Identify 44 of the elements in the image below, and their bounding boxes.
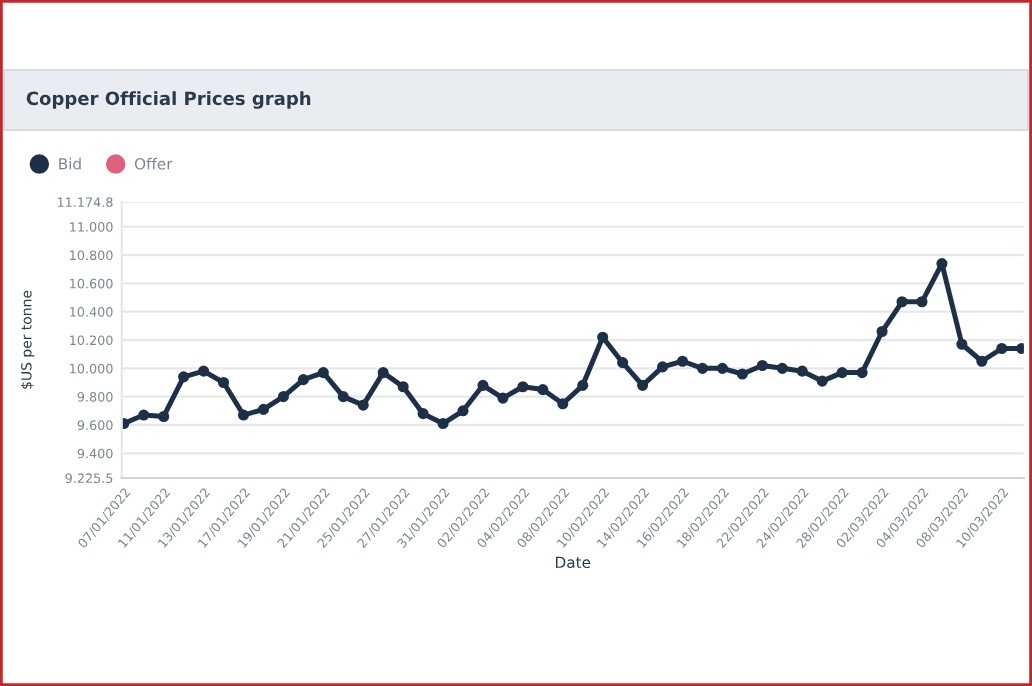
point	[377, 367, 389, 379]
point	[916, 296, 928, 308]
point	[457, 405, 469, 417]
point	[956, 338, 968, 350]
point	[198, 365, 210, 377]
point	[816, 375, 828, 387]
point	[996, 342, 1008, 355]
point	[557, 398, 569, 410]
point	[836, 367, 848, 379]
point	[158, 410, 170, 423]
point	[577, 379, 589, 391]
point	[277, 391, 289, 403]
point	[217, 376, 230, 389]
point	[976, 355, 988, 367]
point	[736, 368, 748, 380]
point	[617, 357, 629, 369]
point	[477, 379, 489, 391]
point	[637, 379, 649, 391]
point	[776, 362, 788, 374]
point	[337, 391, 349, 403]
point	[237, 409, 250, 421]
point	[138, 409, 150, 421]
point	[856, 367, 868, 379]
point	[437, 418, 449, 430]
point	[417, 408, 429, 420]
point	[796, 365, 808, 377]
point	[876, 325, 888, 338]
point	[756, 359, 768, 372]
point	[257, 403, 270, 415]
point	[896, 296, 908, 308]
point	[357, 399, 369, 411]
point	[517, 381, 529, 393]
point	[178, 371, 190, 383]
point	[497, 392, 509, 404]
point	[657, 361, 669, 373]
chart-title: Copper Official Prices graph	[26, 91, 311, 109]
point	[317, 367, 329, 379]
point	[696, 362, 709, 374]
point	[597, 331, 609, 343]
point	[537, 384, 549, 396]
point	[716, 362, 728, 374]
point	[676, 355, 689, 367]
point	[397, 381, 409, 393]
point	[297, 374, 309, 386]
